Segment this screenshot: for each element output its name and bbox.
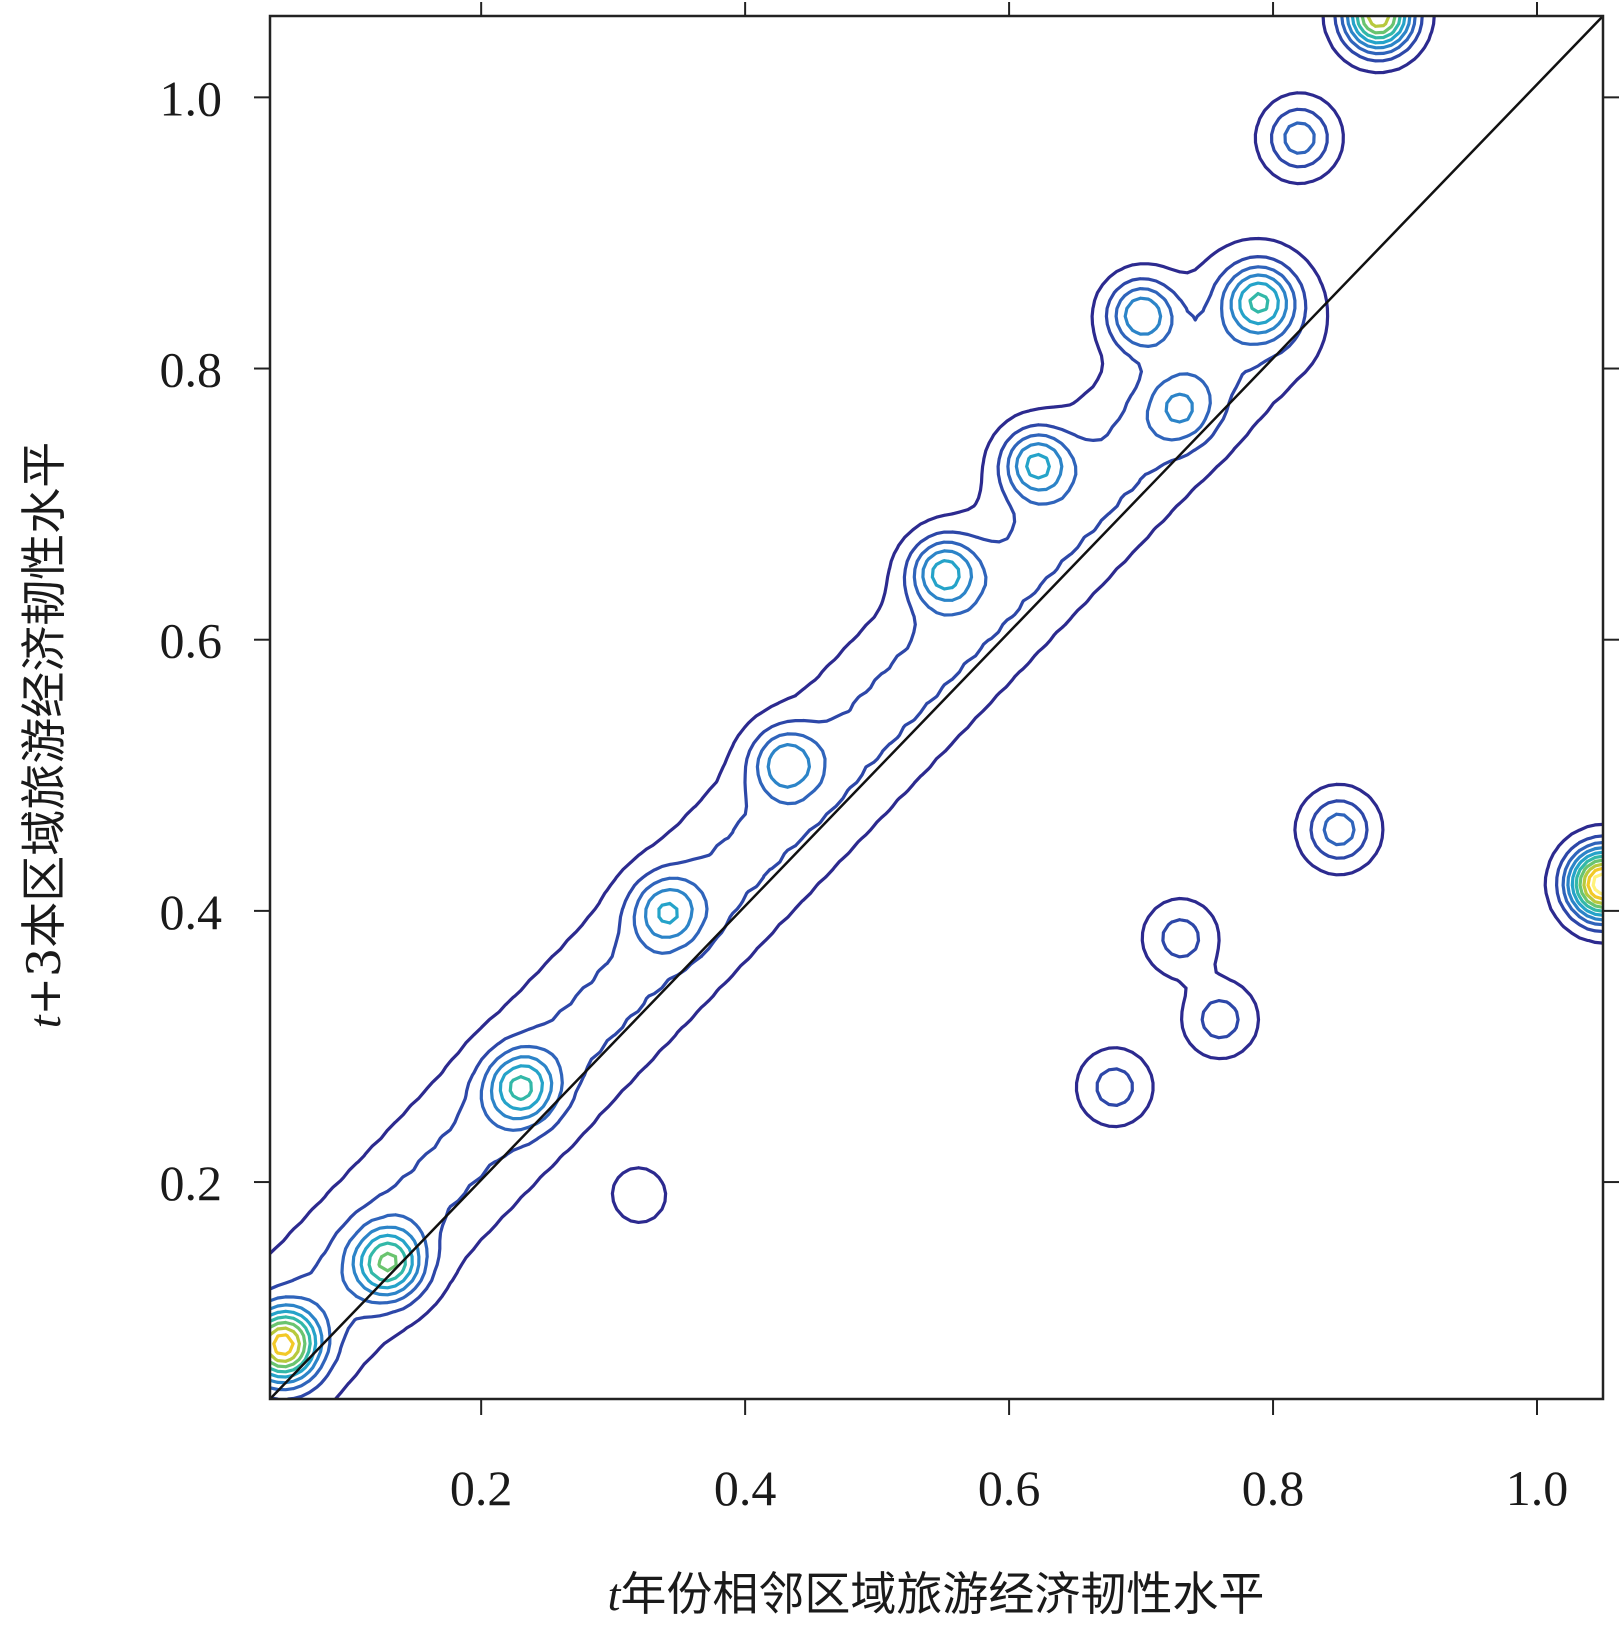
contour-level-3 (270, 16, 1603, 1392)
contour-level-6 (270, 16, 1603, 1374)
density-contours (270, 16, 1603, 1399)
contour-level-9 (272, 866, 1603, 1356)
x-tick-label: 0.6 (978, 1460, 1041, 1516)
y-tick-label: 0.8 (160, 342, 223, 398)
contour-level-10 (1591, 872, 1603, 896)
reference-diagonal-line (269, 15, 1604, 1400)
y-tick-label: 0.6 (160, 613, 223, 669)
plot-frame (268, 14, 1605, 1401)
x-tick-label: 1.0 (1506, 1460, 1569, 1516)
contour-level-4 (270, 16, 1603, 1385)
contour-level-1 (270, 16, 1603, 1399)
x-tick-label: 0.4 (714, 1460, 777, 1516)
y-tick-label: 1.0 (160, 70, 223, 126)
x-axis-title: t年份相邻区域旅游经济韧性水平 (608, 1567, 1265, 1621)
y-axis-title: t+3本区域旅游经济韧性水平 (17, 442, 71, 1029)
y-axis-title-text: +3本区域旅游经济韧性水平 (17, 442, 71, 1016)
x-tick-label: 0.8 (1242, 1460, 1305, 1516)
x-axis: 0.2 0.4 0.6 0.8 1.0 (450, 2, 1568, 1516)
y-axis-title-var: t (19, 1014, 70, 1028)
y-axis: 0.2 0.4 0.6 0.8 1.0 (160, 70, 1619, 1211)
y-tick-label: 0.4 (160, 884, 223, 940)
x-axis-title-var: t (608, 1569, 622, 1620)
y-tick-label: 0.2 (160, 1155, 223, 1211)
x-axis-title-text: 年份相邻区域旅游经济韧性水平 (620, 1567, 1264, 1621)
contour-level-7 (270, 16, 1603, 1369)
contour-level-8 (270, 16, 1603, 1363)
contour-level-5 (270, 16, 1603, 1379)
x-tick-label: 0.2 (450, 1460, 513, 1516)
